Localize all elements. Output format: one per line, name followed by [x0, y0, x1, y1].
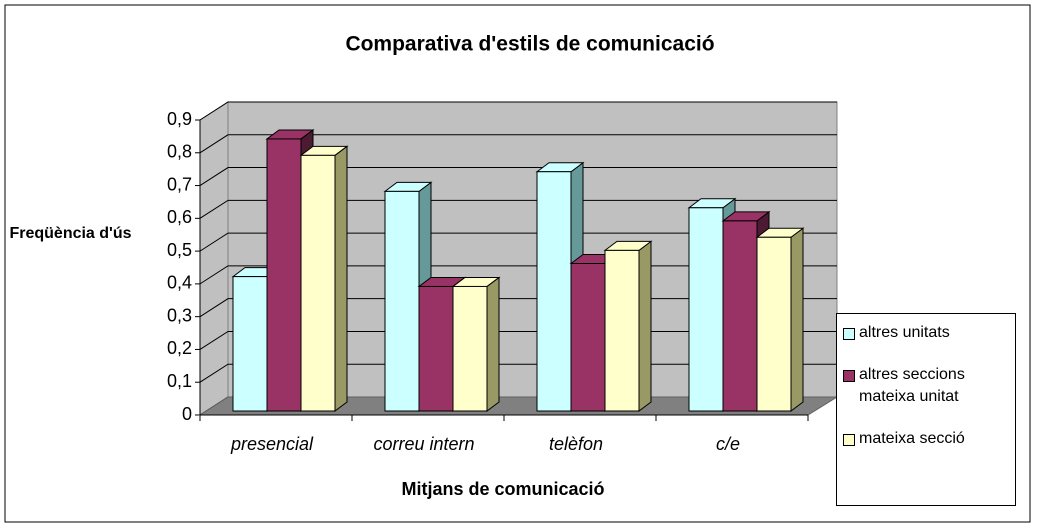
legend-label: mateixa secció	[859, 430, 965, 447]
legend-label: altres seccions mateixa unitat	[859, 366, 965, 405]
legend-entry: altres unitats	[843, 322, 1009, 344]
bar-side	[638, 240, 652, 412]
y-tick-label: 0,1	[167, 371, 192, 391]
grid-line	[199, 101, 837, 121]
legend-swatch	[843, 328, 855, 340]
y-tick-label: 0,3	[167, 305, 192, 325]
legend-entry: mateixa secció	[843, 428, 1009, 450]
bar	[384, 190, 420, 412]
bar	[570, 263, 606, 412]
bar	[266, 138, 302, 412]
bar	[756, 236, 792, 412]
bar	[722, 220, 758, 412]
x-tick-label: presencial	[230, 434, 314, 454]
bar	[418, 285, 454, 412]
y-tick-label: 0,2	[167, 338, 192, 358]
bar-side	[790, 227, 804, 412]
legend-swatch	[843, 434, 855, 446]
legend-entry: altres seccions mateixa unitat	[843, 364, 1009, 408]
grid-line	[199, 167, 837, 186]
grid-line	[199, 134, 837, 154]
x-tick-label: c/e	[716, 434, 740, 454]
legend-label: altres unitats	[859, 324, 950, 341]
bar	[452, 285, 488, 412]
y-tick-label: 0	[182, 404, 192, 424]
bar	[300, 154, 336, 412]
y-tick-label: 0,7	[167, 174, 192, 194]
grid-line	[199, 232, 837, 252]
grid-line	[199, 199, 837, 219]
x-tick-label: telèfon	[549, 434, 603, 454]
y-axis-title: Freqüència d'ús	[9, 225, 132, 242]
bar-side	[486, 276, 500, 412]
bar	[688, 207, 724, 412]
y-tick-label: 0,4	[167, 273, 192, 293]
bar-side	[334, 145, 348, 412]
chart-title: Comparativa d'estils de comunicació	[345, 33, 714, 56]
y-tick-label: 0,5	[167, 240, 192, 260]
y-tick-label: 0,6	[167, 207, 192, 227]
legend: altres unitats altres seccions mateixa un…	[836, 313, 1016, 506]
side-wall	[199, 101, 229, 416]
y-tick-label: 0,9	[167, 109, 192, 129]
bar	[604, 249, 640, 412]
x-axis-title: Mitjans de comunicació	[401, 479, 604, 499]
x-tick-label: correu intern	[373, 434, 474, 454]
legend-swatch	[843, 370, 855, 382]
y-tick-label: 0,8	[167, 142, 192, 162]
bar	[536, 171, 572, 412]
bar	[232, 276, 268, 412]
